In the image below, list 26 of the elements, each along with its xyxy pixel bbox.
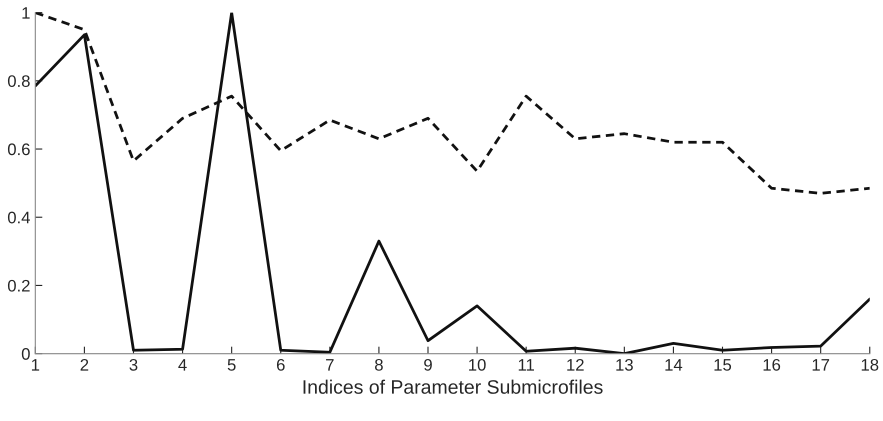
y-tick-label: 0.2 [8, 280, 30, 292]
x-tick-label: 12 [567, 358, 584, 371]
x-tick-label: 9 [424, 358, 432, 371]
x-tick-label: 11 [518, 359, 534, 371]
x-tick-label: 18 [862, 358, 878, 371]
y-tick-label: 0.4 [8, 212, 30, 224]
x-axis-title: Indices of Parameter Submicrofiles [304, 380, 603, 394]
x-tick-label: 3 [129, 358, 138, 371]
x-tick-label: 17 [812, 359, 830, 371]
x-tick-label: 15 [714, 359, 732, 371]
y-tick-label: 0.8 [8, 75, 30, 88]
x-tick-label: 2 [80, 358, 88, 371]
y-tick-label: 0.6 [8, 143, 30, 156]
x-tick-label: 1 [32, 359, 40, 371]
x-tick-label: 4 [178, 359, 187, 371]
line-series [35, 12, 870, 354]
x-tick-label: 5 [228, 359, 236, 371]
x-tick-label: 8 [375, 358, 383, 371]
x-tick-label: 14 [665, 359, 682, 371]
x-tick-label: 7 [326, 359, 334, 371]
x-tick-label: 6 [276, 358, 285, 371]
x-tick-label: 16 [764, 358, 780, 371]
y-tick-label: 0 [22, 348, 30, 360]
x-tick-label: 10 [469, 358, 486, 371]
x-tick-label: 13 [616, 358, 633, 371]
y-tick-label: 1 [22, 7, 30, 19]
